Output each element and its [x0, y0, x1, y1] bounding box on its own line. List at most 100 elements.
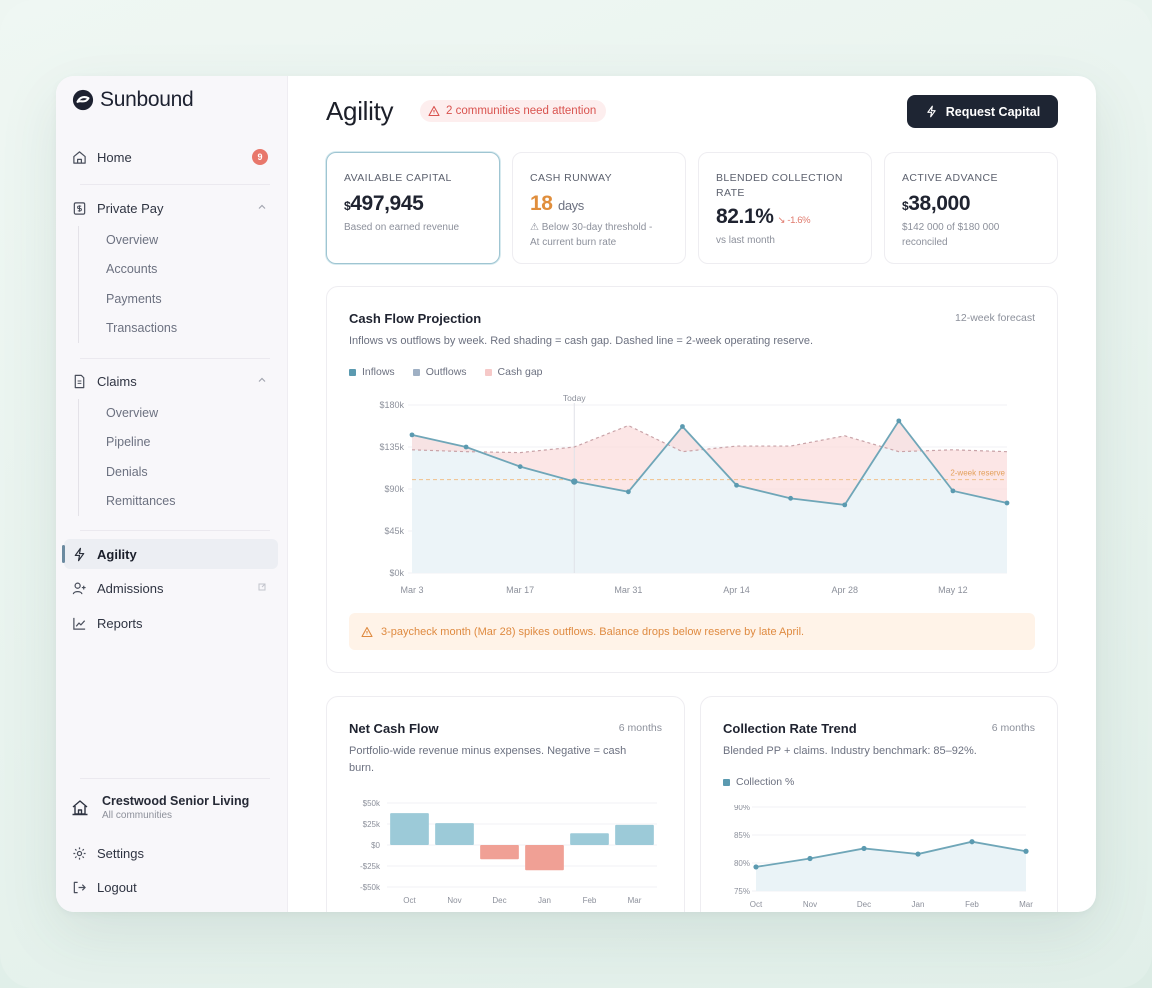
sidebar-item-logout[interactable]: Logout: [64, 872, 278, 902]
private-pay-submenu: Overview Accounts Payments Transactions: [78, 226, 178, 344]
page-title: Agility: [326, 96, 394, 126]
x-tick-label: Mar: [628, 896, 642, 905]
x-tick-label: Apr 28: [831, 585, 858, 595]
sidebar-subitem-overview[interactable]: Overview: [106, 406, 159, 420]
x-tick-label: Mar 3: [400, 585, 423, 595]
collection-point: [807, 855, 813, 862]
y-tick-label: $90k: [384, 484, 404, 494]
collection-rate-card: Collection Rate Trend 6 months Blended P…: [700, 696, 1058, 912]
forecast-range[interactable]: 12-week forecast: [955, 312, 1035, 324]
net-cash-flow-card: Net Cash Flow 6 months Portfolio-wide re…: [326, 696, 685, 912]
sidebar-item-label: Logout: [97, 879, 137, 895]
cash-flow-warning: 3-paycheck month (Mar 28) spikes outflow…: [349, 613, 1035, 650]
sidebar-item-settings[interactable]: Settings: [64, 838, 278, 868]
sidebar-subitem-accounts[interactable]: Accounts: [106, 262, 158, 277]
kpi-value: $38,000: [902, 192, 971, 215]
x-tick-label: Jan: [538, 896, 551, 905]
sidebar-subitem-overview[interactable]: Overview: [106, 233, 159, 247]
kpi-collection-rate[interactable]: Blended Collection Rate 82.1% ↘ -1.6% vs …: [698, 152, 872, 264]
bar-jan: [525, 845, 564, 871]
y-tick-label: $50k: [363, 799, 381, 808]
sidebar-subitem-denials[interactable]: Denials: [106, 464, 148, 479]
sidebar-subitem-remittances[interactable]: Remittances: [106, 493, 176, 508]
collection-line: [755, 840, 1027, 868]
logout-icon: [73, 881, 86, 893]
sidebar-item-label: Private Pay: [97, 200, 164, 216]
collection-point: [969, 839, 975, 845]
lightning-icon: [74, 547, 85, 561]
bar-mar: [615, 824, 654, 845]
today-label: Today: [563, 393, 586, 403]
chevron-up-icon[interactable]: [256, 201, 268, 213]
cash-flow-chart[interactable]: $0k $45k $90k $135k $180k Today 2-week reserve…: [327, 387, 1059, 599]
card-title: Net Cash Flow: [349, 721, 439, 736]
attention-alert[interactable]: 2 communities need attention: [420, 100, 607, 122]
organization-scope: All communities: [102, 810, 173, 821]
x-tick-label: May 12: [938, 585, 968, 595]
sidebar-item-claims[interactable]: Claims: [64, 366, 278, 396]
y-tick-label: 75%: [734, 887, 750, 896]
sidebar-item-reports[interactable]: Reports: [64, 608, 278, 638]
kpi-active-advance[interactable]: Active Advance $38,000 $142 000 of $180 …: [884, 152, 1058, 264]
bar-feb: [570, 833, 609, 845]
inflow-point: [517, 464, 523, 469]
kpi-subtext: ⚠ Below 30-day threshold - At current bur…: [530, 222, 653, 248]
gear-icon: [73, 846, 86, 860]
logo[interactable]: Sunbound: [72, 88, 194, 112]
collection-rate-chart[interactable]: 90% 85% 80% 75%Oct Nov Dec Jan Feb Mar: [701, 805, 1059, 912]
bar-nov: [435, 823, 474, 845]
warning-icon: [361, 626, 373, 637]
collection-point: [1023, 848, 1029, 854]
divider: [80, 358, 270, 359]
y-tick-label: $180k: [379, 400, 404, 410]
divider: [80, 530, 270, 531]
collection-point: [753, 864, 759, 870]
x-tick-label: Dec: [492, 896, 506, 905]
chevron-up-icon[interactable]: [256, 374, 268, 386]
divider: [80, 778, 270, 779]
y-tick-label: $135k: [379, 442, 404, 452]
organization-switcher[interactable]: Crestwood Senior Living All communities: [70, 794, 249, 821]
kpi-delta: ↘ -1.6%: [777, 215, 811, 226]
y-tick-label: $0k: [389, 568, 404, 578]
net-cash-flow-chart[interactable]: $50k $25k $0 -$25k -$50k Oct Nov Dec Jan Feb Mar: [327, 797, 686, 912]
y-tick-label: $25k: [363, 820, 381, 829]
sidebar-item-private-pay[interactable]: Private Pay: [64, 193, 278, 223]
warning-text: 3-paycheck month (Mar 28) spikes outflow…: [381, 625, 805, 638]
card-title: Collection Rate Trend: [723, 721, 857, 736]
y-tick-label: 80%: [734, 859, 750, 868]
legend-collection[interactable]: Collection %: [723, 776, 794, 788]
sidebar-subitem-payments[interactable]: Payments: [106, 291, 162, 306]
legend-inflows[interactable]: Inflows: [349, 366, 395, 378]
x-tick-label: Mar: [1019, 900, 1033, 909]
kpi-cash-runway[interactable]: Cash Runway 18 days ⚠ Below 30-day thres…: [512, 152, 686, 264]
sidebar-item-home[interactable]: Home 9: [64, 142, 278, 172]
inflow-point: [788, 495, 794, 501]
inflows-area: [412, 420, 1007, 573]
request-capital-button[interactable]: Request Capital: [907, 95, 1058, 128]
alert-text: 2 communities need attention: [446, 105, 597, 117]
sidebar-subitem-transactions[interactable]: Transactions: [106, 320, 178, 335]
range-label[interactable]: 6 months: [991, 722, 1035, 734]
sidebar-item-label: Admissions: [97, 580, 164, 596]
warning-icon: [428, 105, 440, 117]
sidebar-item-admissions[interactable]: Admissions: [64, 573, 278, 603]
range-label[interactable]: 6 months: [618, 722, 662, 734]
outflows-line: [411, 424, 1008, 454]
inflow-point: [409, 432, 415, 438]
chart-legend: Collection %: [723, 776, 794, 788]
legend-outflows[interactable]: Outflows: [412, 366, 467, 378]
chart-legend: Inflows Outflows Cash gap: [349, 366, 543, 378]
legend-cash-gap[interactable]: Cash gap: [484, 366, 543, 378]
kpi-available-capital[interactable]: Available Capital $497,945 Based on earn…: [326, 152, 500, 264]
sidebar-item-label: Claims: [97, 373, 137, 389]
sidebar-item-agility[interactable]: Agility: [62, 539, 278, 569]
sidebar-subitem-pipeline[interactable]: Pipeline: [106, 435, 151, 450]
kpi-value: 18 days: [530, 192, 584, 215]
user-plus-icon: [72, 582, 86, 594]
y-tick-label: -$25k: [360, 862, 381, 871]
collection-point: [915, 851, 921, 857]
collection-area: [756, 841, 1026, 891]
button-label: Request Capital: [945, 104, 1041, 119]
kpi-subtext: vs last month: [716, 235, 775, 246]
